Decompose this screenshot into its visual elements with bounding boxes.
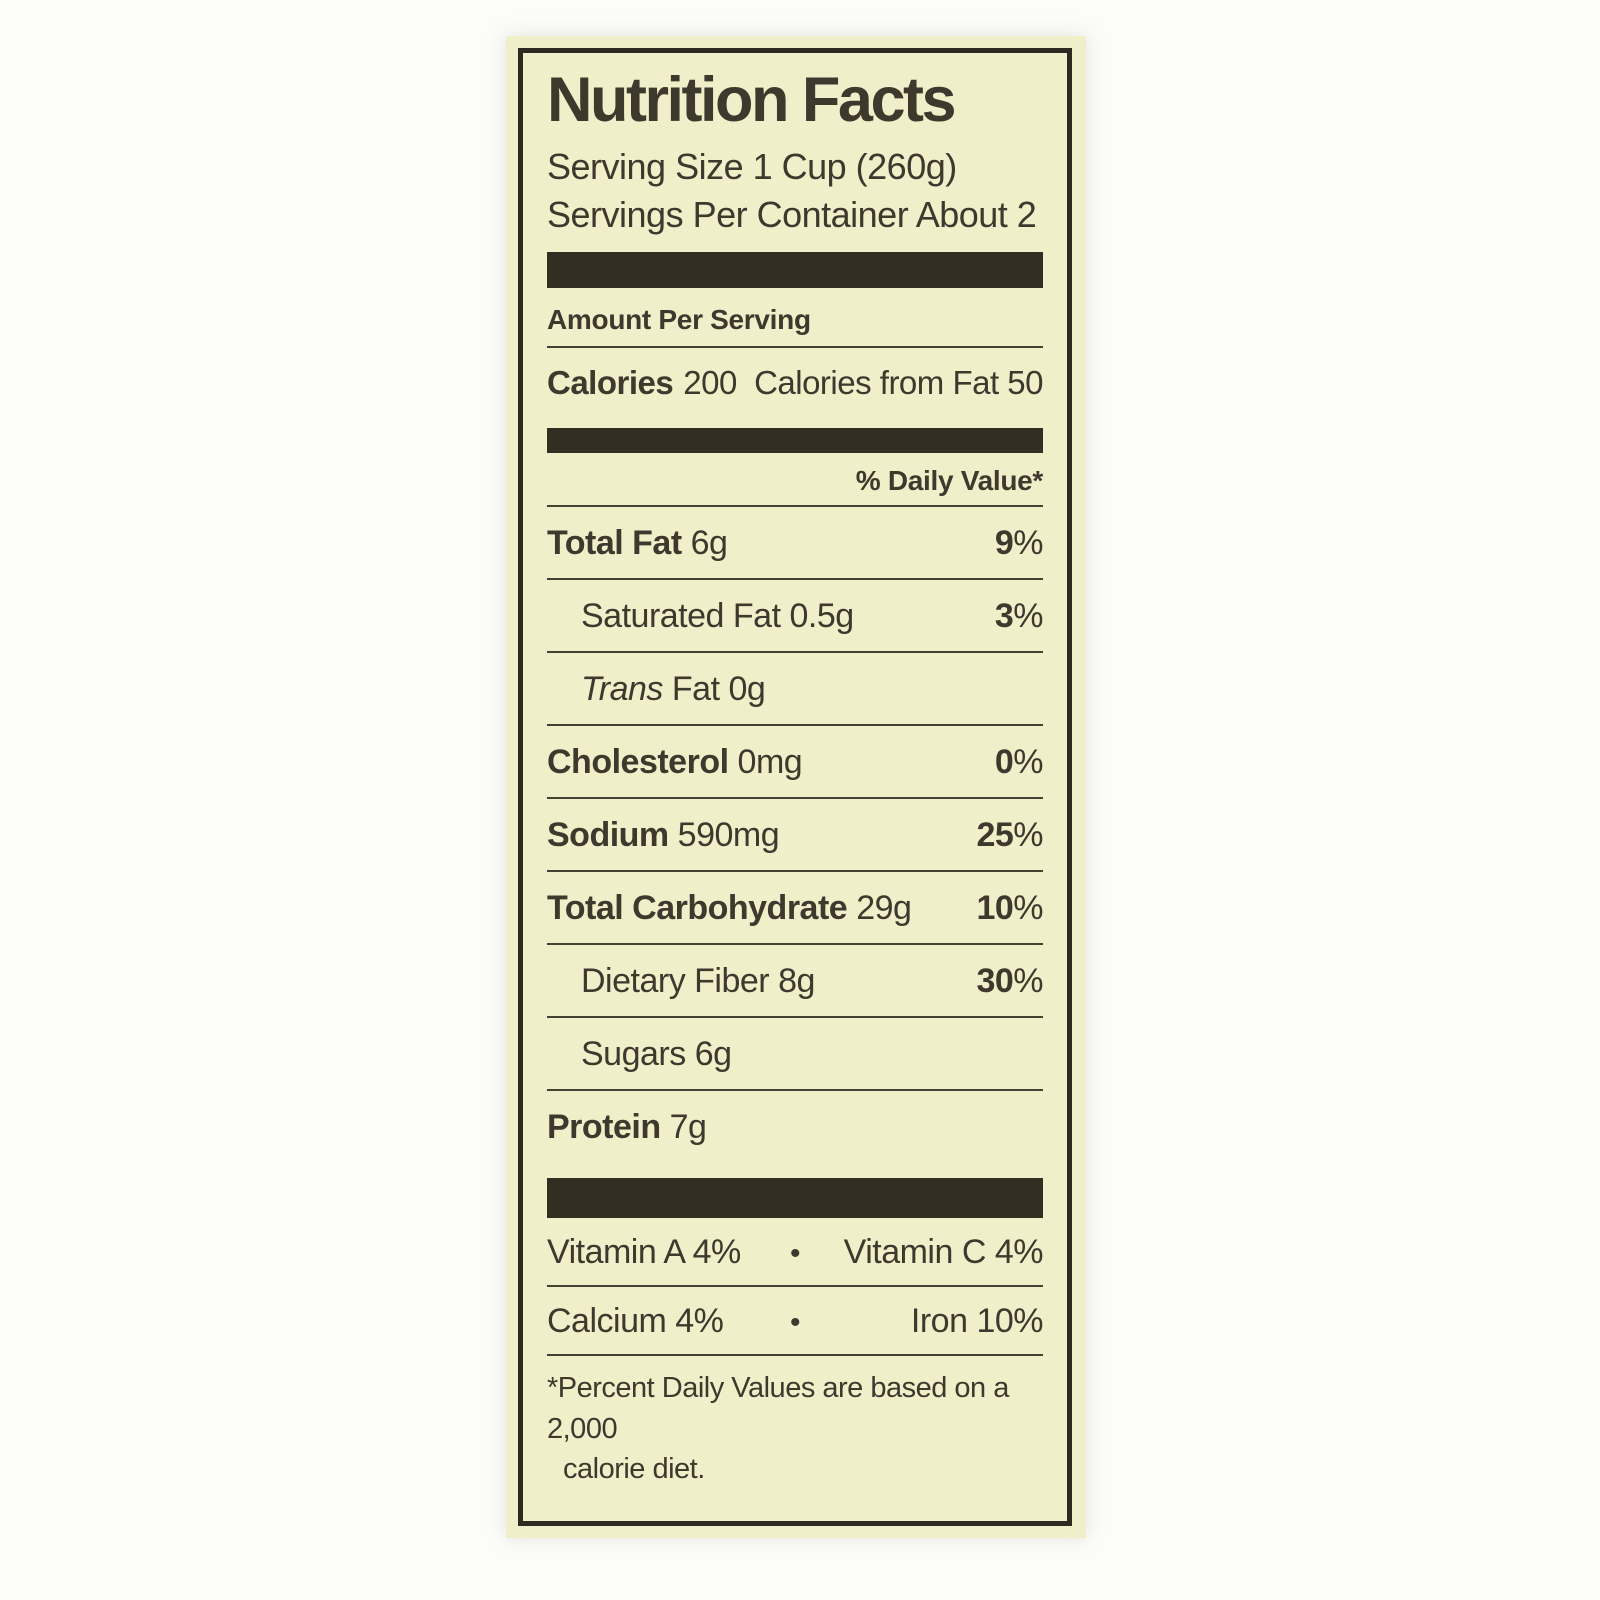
- footnote-line-1: *Percent Daily Values are based on a 2,0…: [547, 1372, 1009, 1445]
- separator-bar-thick-top: [547, 252, 1043, 289]
- label-title: Nutrition Facts: [547, 65, 957, 135]
- nutrient-row-trans-fat: Trans Fat 0g: [547, 653, 1043, 727]
- calories-row: Calories 200 Calories from Fat 50: [547, 348, 1043, 414]
- footnote-line-2: calorie diet.: [563, 1453, 705, 1486]
- bullet-icon: •: [789, 1237, 801, 1271]
- nutrient-amount: 6g: [690, 524, 728, 563]
- nutrient-name: Sugars: [581, 1035, 686, 1074]
- amount-per-serving-heading: Amount Per Serving: [547, 288, 1043, 349]
- nutrient-row-dietary-fiber: Dietary Fiber 8g 30%: [547, 945, 1043, 1019]
- vitamin-a: Vitamin A 4%: [547, 1233, 741, 1272]
- nutrient-row-total-fat: Total Fat 6g 9%: [547, 507, 1044, 581]
- daily-value-footnote: *Percent Daily Values are based on a 2,0…: [547, 1356, 1043, 1490]
- bullet-icon: •: [789, 1306, 801, 1340]
- iron: Iron 10%: [910, 1302, 1044, 1341]
- vitamin-row-2: Calcium 4% • Iron 10%: [547, 1287, 1044, 1357]
- nutrient-amount: 590mg: [677, 816, 780, 855]
- nutrient-amount: 0mg: [737, 743, 803, 782]
- nutrient-name: Total Carbohydrate: [547, 889, 848, 928]
- nutrient-name: Total Fat: [547, 524, 682, 563]
- calories-value: 200: [683, 364, 737, 402]
- nutrient-row-protein: Protein 7g: [547, 1091, 1043, 1162]
- nutrient-amount: 7g: [669, 1108, 707, 1147]
- nutrient-row-total-carbohydrate: Total Carbohydrate 29g 10%: [547, 872, 1043, 946]
- daily-value-header: % Daily Value*: [547, 453, 1043, 508]
- nutrient-name: Saturated Fat: [581, 597, 781, 636]
- vitamin-row-1: Vitamin A 4% • Vitamin C 4%: [547, 1218, 1044, 1288]
- nutrient-amount: Fat 0g: [671, 670, 766, 709]
- nutrient-name: Cholesterol: [547, 743, 729, 782]
- nutrient-amount: 6g: [694, 1035, 732, 1074]
- nutrient-daily-value: 0%: [994, 743, 1044, 782]
- nutrient-amount: 8g: [778, 962, 815, 1001]
- nutrient-name: Sodium: [547, 816, 669, 855]
- nutrition-label-paper: Nutrition Facts Serving Size 1 Cup (260g…: [506, 36, 1086, 1538]
- vitamin-c: Vitamin C 4%: [843, 1233, 1044, 1272]
- nutrient-name: Trans: [581, 670, 663, 709]
- nutrient-daily-value: 25%: [976, 816, 1043, 855]
- nutrient-daily-value: 9%: [994, 524, 1044, 563]
- serving-size: Serving Size 1 Cup (260g): [547, 146, 957, 188]
- nutrient-amount: 29g: [856, 889, 912, 928]
- nutrient-row-sodium: Sodium 590mg 25%: [547, 799, 1043, 873]
- nutrient-daily-value: 3%: [994, 597, 1044, 636]
- nutrient-amount: 0.5g: [789, 597, 855, 636]
- calories-from-fat: Calories from Fat 50: [754, 364, 1043, 402]
- nutrient-name: Protein: [547, 1108, 661, 1147]
- nutrient-daily-value: 10%: [976, 889, 1043, 928]
- servings-per-container: Servings Per Container About 2: [547, 193, 1037, 235]
- nutrient-row-sugars: Sugars 6g: [547, 1018, 1043, 1092]
- nutrition-label-box: Nutrition Facts Serving Size 1 Cup (260g…: [518, 48, 1072, 1526]
- nutrient-row-cholesterol: Cholesterol 0mg 0%: [547, 726, 1044, 800]
- separator-bar-medium: [547, 428, 1043, 454]
- nutrient-daily-value: 30%: [976, 962, 1043, 1001]
- nutrient-name: Dietary Fiber: [581, 962, 770, 1001]
- separator-bar-thick-bottom: [547, 1178, 1043, 1219]
- calories-label: Calories: [547, 364, 674, 402]
- nutrient-row-saturated-fat: Saturated Fat 0.5g 3%: [547, 580, 1044, 654]
- calcium: Calcium 4%: [547, 1302, 724, 1341]
